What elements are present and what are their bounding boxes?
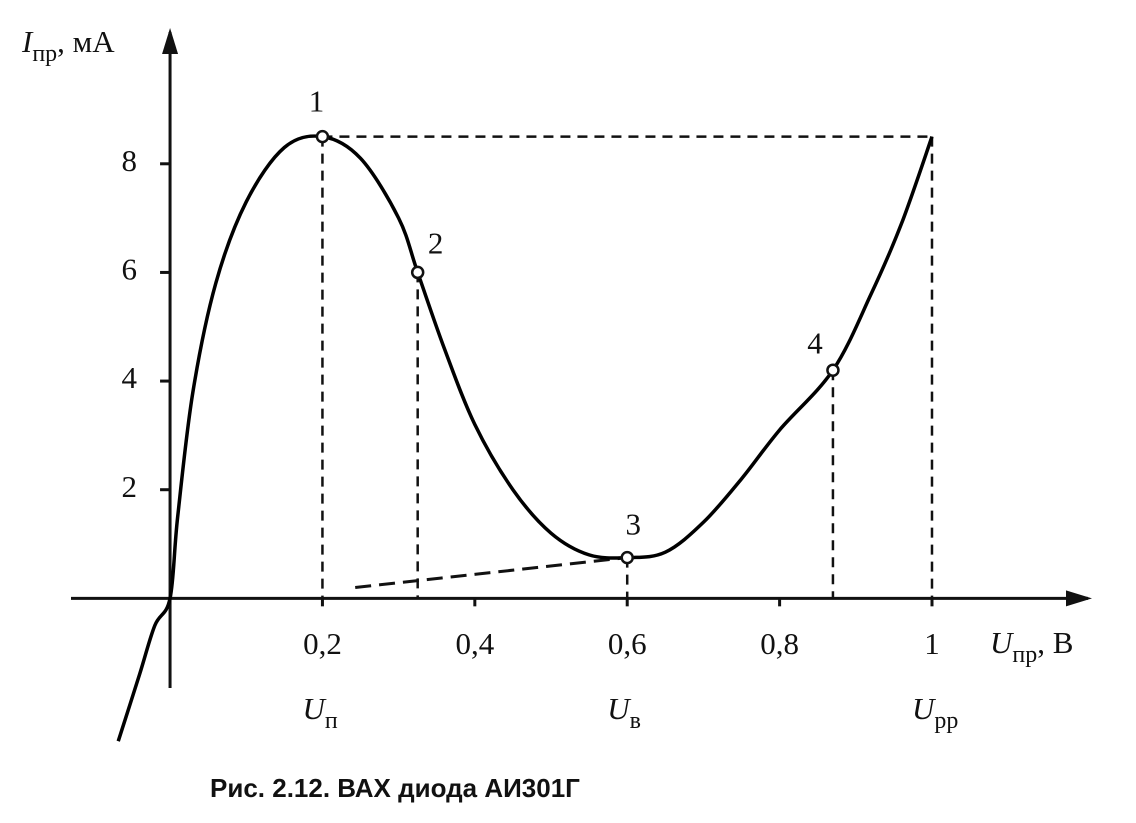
x-tick-label: 0,4 bbox=[455, 626, 494, 661]
voltage-label-subscript: рр bbox=[934, 708, 958, 734]
tangent-line bbox=[355, 556, 628, 589]
y-axis-label-subscript: пр bbox=[32, 41, 57, 67]
y-tick-label: 4 bbox=[122, 360, 138, 395]
voltage-label: Uв bbox=[607, 691, 641, 733]
point-label: 2 bbox=[428, 226, 444, 261]
point-label: 4 bbox=[807, 325, 823, 360]
voltage-label-subscript: в bbox=[630, 708, 641, 734]
point-marker bbox=[826, 363, 840, 377]
voltage-label-subscript: п bbox=[325, 708, 338, 734]
voltage-label: Uп bbox=[302, 691, 337, 733]
voltage-label: Uрр bbox=[912, 691, 958, 733]
x-axis-label: Uпр, В bbox=[990, 625, 1073, 667]
y-tick-label: 6 bbox=[122, 252, 138, 287]
point-marker bbox=[315, 129, 330, 144]
point-label: 1 bbox=[309, 84, 325, 119]
voltage-label-symbol: U bbox=[912, 691, 937, 726]
y-axis-label-symbol: I bbox=[21, 24, 34, 59]
x-tick-label: 0,6 bbox=[608, 626, 647, 661]
point-label: 3 bbox=[625, 507, 641, 542]
curve bbox=[116, 134, 934, 742]
caption: Рис. 2.12. ВАХ диода АИ301Г bbox=[210, 773, 580, 803]
x-axis-label-subscript: пр bbox=[1012, 642, 1037, 668]
point-marker bbox=[620, 550, 634, 565]
x-tick-label: 0,2 bbox=[303, 626, 342, 661]
y-axis-label: Iпр, мА bbox=[21, 24, 115, 66]
voltage-label-symbol: U bbox=[302, 691, 327, 726]
x-tick-label: 1 bbox=[924, 626, 940, 661]
voltage-label-symbol: U bbox=[607, 691, 632, 726]
x-axis-arrow bbox=[1066, 590, 1092, 607]
y-tick-label: 2 bbox=[122, 469, 138, 504]
y-tick-label: 8 bbox=[122, 143, 138, 178]
point-marker bbox=[410, 265, 425, 280]
y-axis-arrow bbox=[162, 28, 179, 54]
x-axis-label-unit: , В bbox=[1037, 625, 1073, 660]
x-tick-label: 0,8 bbox=[760, 626, 799, 661]
y-axis-label-unit: , мА bbox=[57, 24, 115, 59]
x-axis-label-symbol: U bbox=[990, 625, 1015, 660]
